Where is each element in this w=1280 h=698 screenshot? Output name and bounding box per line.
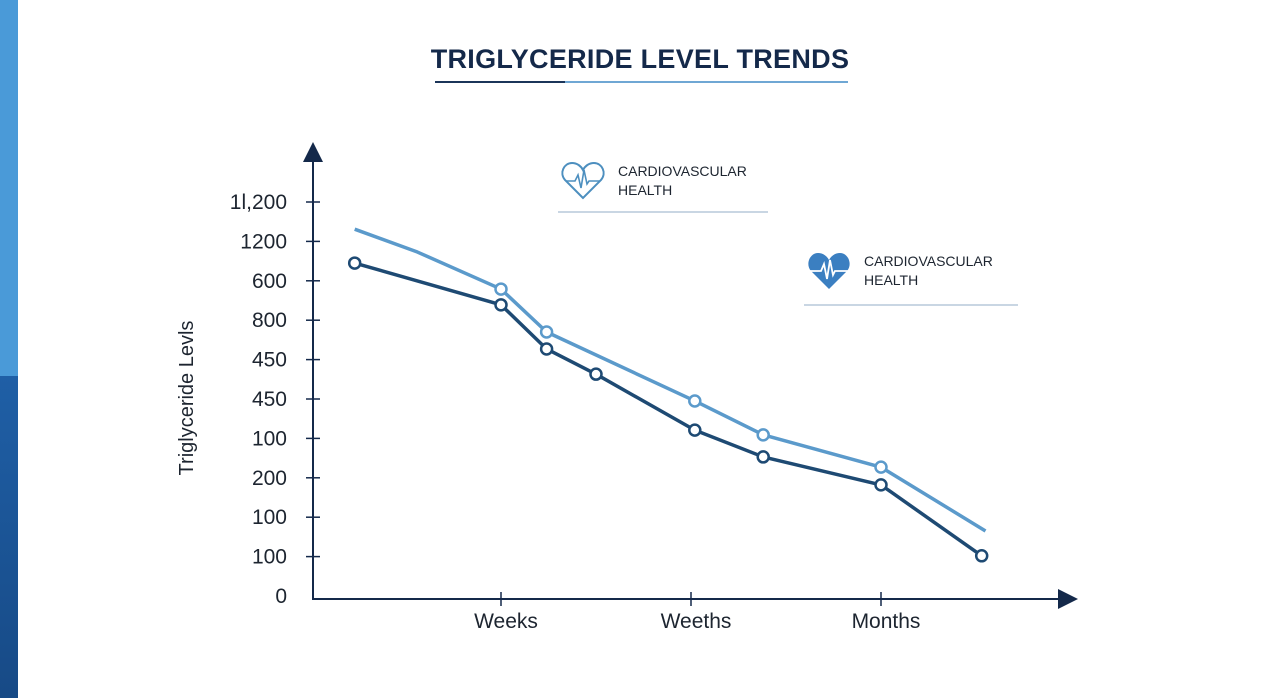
y-tick-label: 100 — [252, 506, 287, 529]
legend-label-line2: HEALTH — [618, 182, 673, 198]
y-axis-label: Triglyceride Levls — [176, 321, 198, 476]
legend-label-line1: CARDIOVASCULAR — [864, 253, 993, 269]
title-underline-light — [565, 81, 848, 83]
y-tick-label: 100 — [252, 427, 287, 450]
data-point — [688, 423, 702, 437]
heart-pulse-outline-icon — [561, 161, 605, 200]
y-tick-label: 1l,200 — [230, 191, 287, 214]
legend-item-2: CARDIOVASCULAR HEALTH — [806, 250, 993, 292]
sidebar-accent-top — [0, 0, 18, 376]
data-point — [347, 256, 362, 270]
x-tick-label: Months — [852, 610, 921, 633]
data-point — [494, 298, 508, 312]
y-tick-label: 1200 — [240, 230, 287, 253]
y-tick-label: 800 — [252, 309, 287, 332]
y-tick-label: 450 — [252, 388, 287, 411]
x-tick-label: Weeths — [661, 610, 732, 633]
data-point — [539, 342, 554, 356]
data-point — [874, 460, 888, 474]
y-tick-label: 600 — [252, 270, 287, 293]
series-line-1 — [354, 227, 987, 533]
data-point — [874, 478, 888, 492]
legend-label-line1: CARDIOVASCULAR — [618, 163, 747, 179]
legend-item-1: CARDIOVASCULAR HEALTH — [560, 160, 747, 202]
data-point — [974, 549, 989, 563]
data-point — [494, 282, 508, 296]
legend-divider-1 — [558, 211, 768, 213]
data-point — [756, 450, 770, 464]
series-line-2 — [354, 261, 983, 558]
legend-label-line2: HEALTH — [864, 272, 919, 288]
y-tick-label: 0 — [275, 585, 287, 608]
data-point — [688, 394, 702, 408]
data-point — [756, 428, 770, 442]
legend-divider-2 — [804, 304, 1018, 306]
y-tick-label: 450 — [252, 349, 287, 372]
x-tick-label: Weeks — [474, 610, 538, 633]
data-point — [539, 325, 554, 339]
sidebar-accent-bottom — [0, 376, 18, 698]
title-underline-dark — [435, 81, 565, 83]
heart-pulse-filled-icon — [808, 253, 850, 289]
data-point — [589, 367, 603, 381]
y-tick-label: 200 — [252, 467, 287, 490]
y-tick-label: 100 — [252, 546, 287, 569]
chart-title: TRIGLYCERIDE LEVEL TRENDS — [430, 44, 850, 74]
